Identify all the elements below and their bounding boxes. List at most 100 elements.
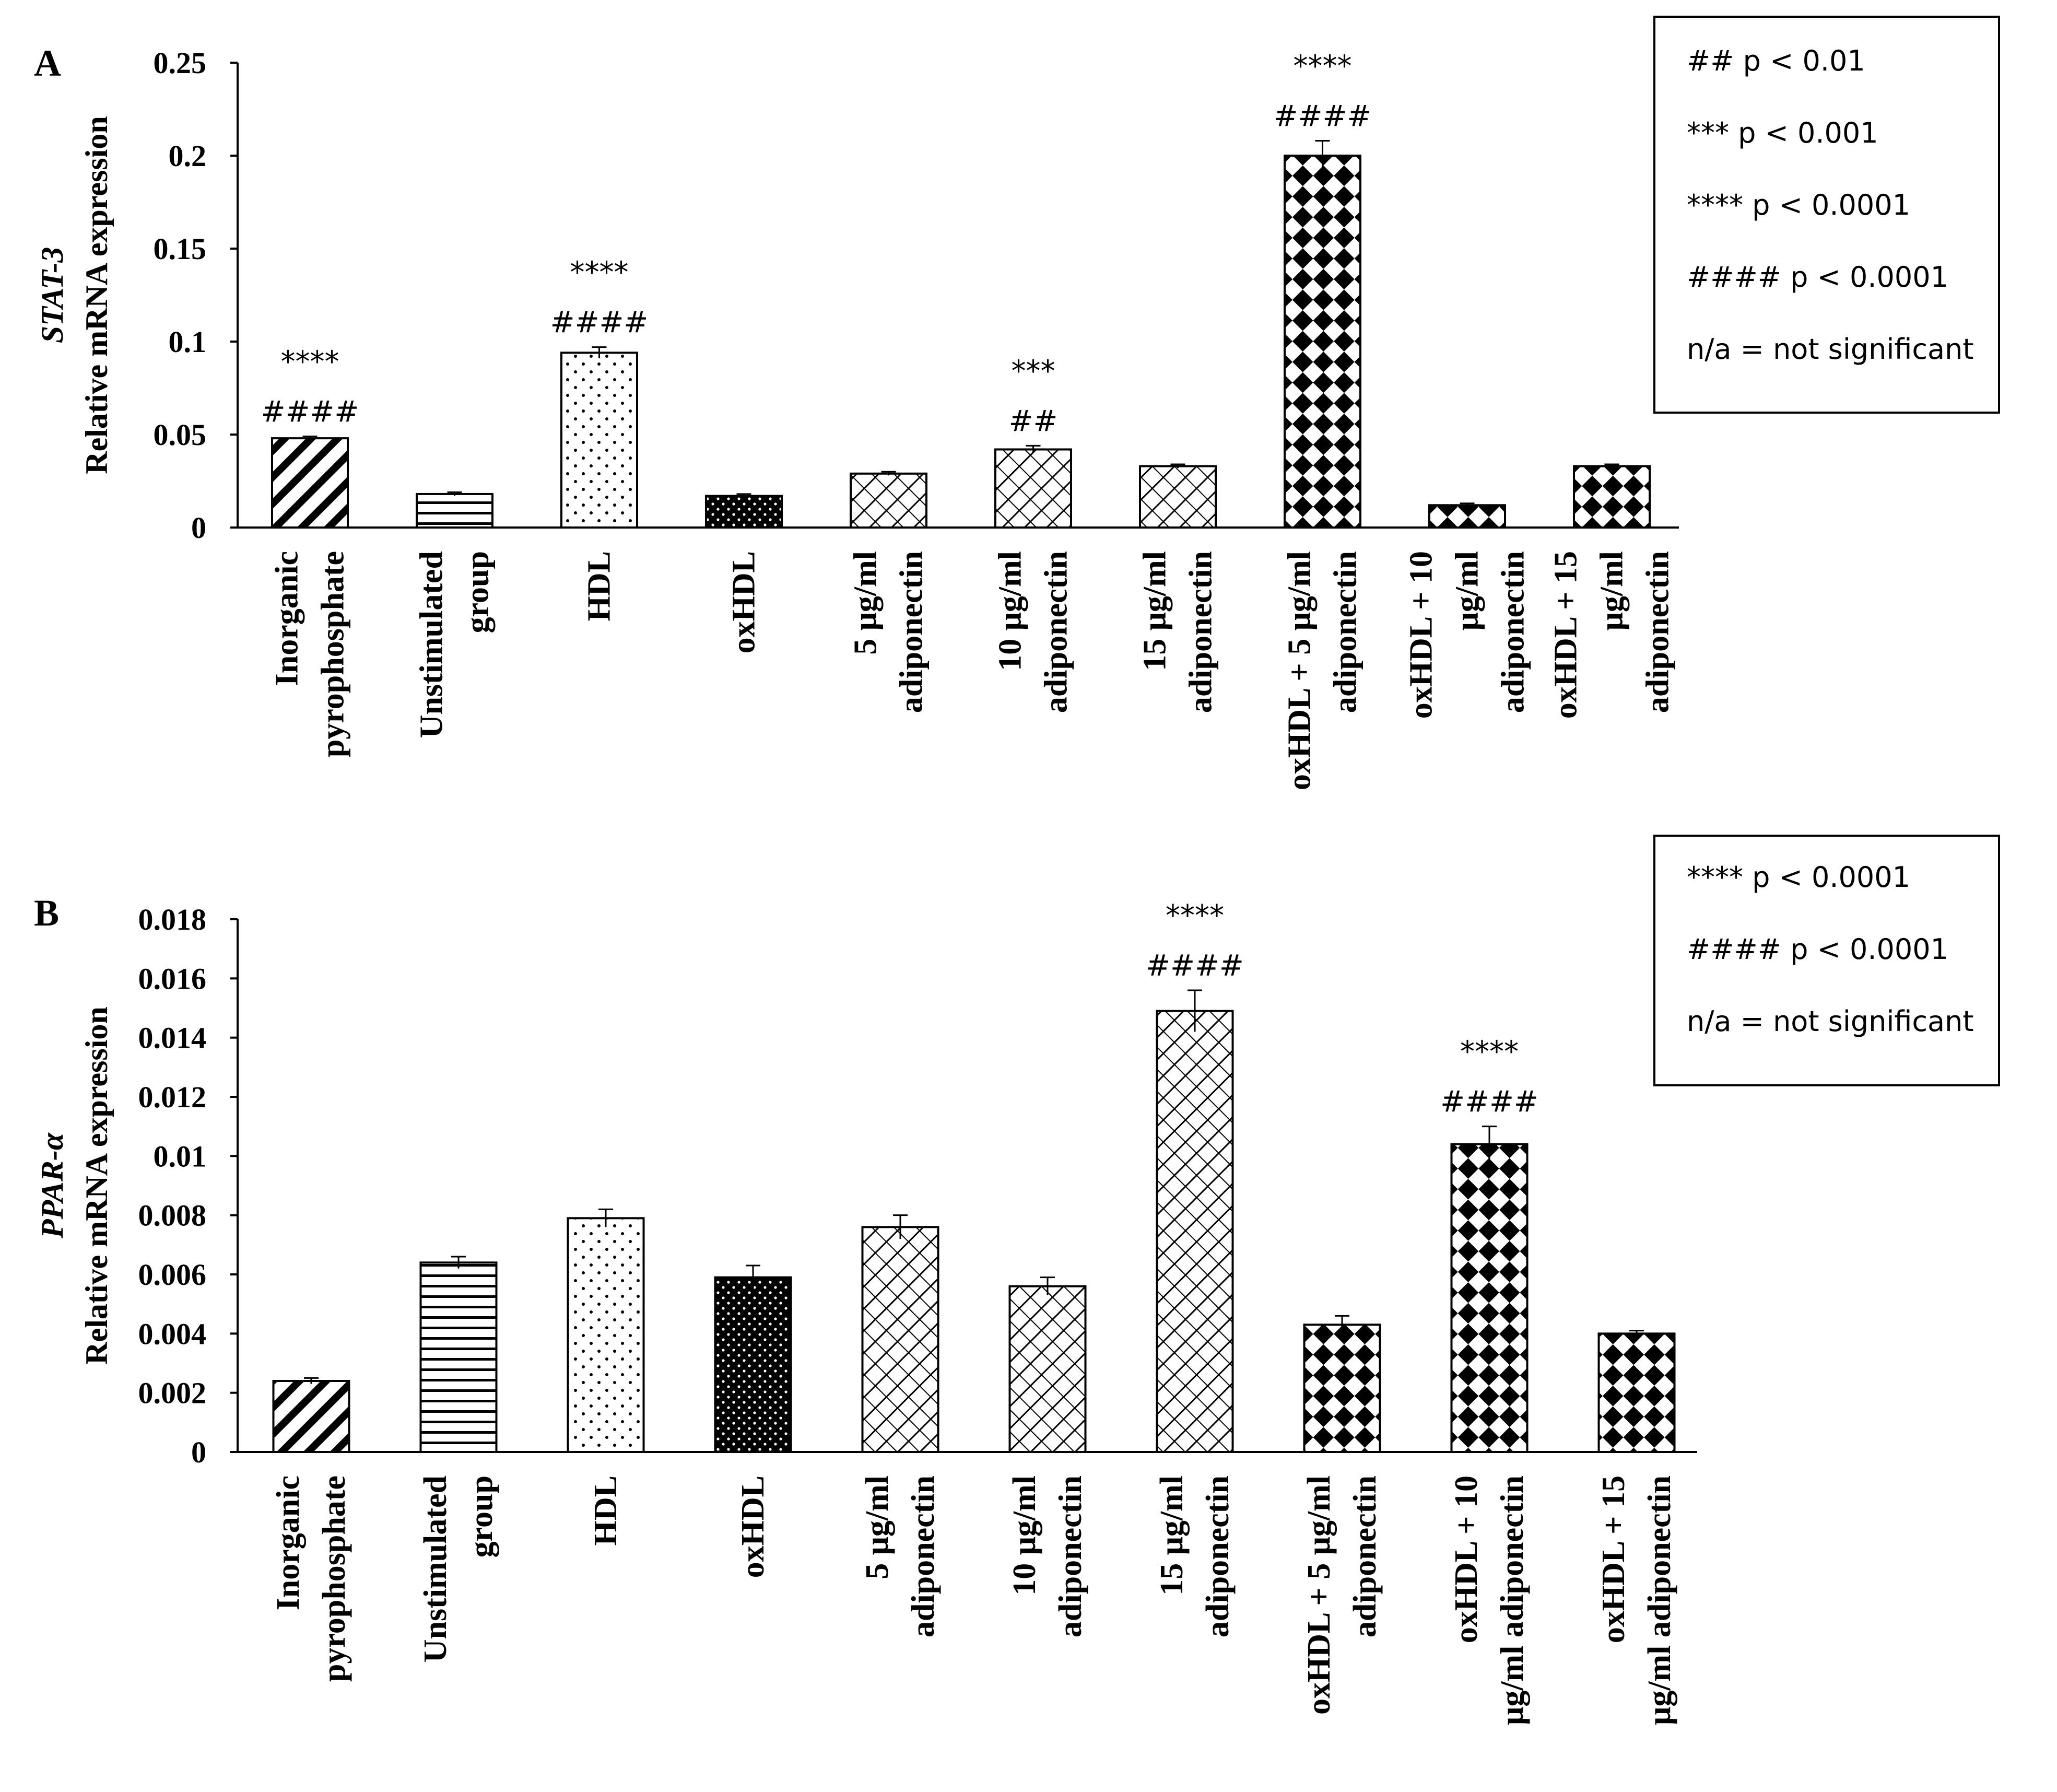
x-tick-label: 15 μg/ml	[1137, 551, 1173, 671]
panel-label: A	[34, 42, 61, 84]
x-tick-label: adiponectin	[1039, 551, 1074, 713]
legend-text: p < 0.001	[1738, 116, 1878, 149]
x-tick-label: HDL	[582, 551, 617, 621]
y-tick-label: 0.006	[138, 1258, 207, 1292]
data-label: ****	[1294, 50, 1352, 84]
data-label: ****	[570, 256, 629, 290]
legend-entry: n/a = not significant	[1687, 333, 1974, 366]
x-tick-label: pyrophosphate	[315, 551, 351, 757]
legend-box	[1653, 16, 2000, 414]
panel-label: B	[34, 892, 59, 934]
x-tick-label: oxHDL	[735, 1475, 771, 1578]
x-tick-label: 10 μg/ml	[993, 551, 1028, 671]
bar	[1428, 504, 1506, 529]
chart-panel-B: B PPAR-α Relative mRNA expression 0 0.002 0.0…	[34, 835, 2000, 1725]
x-tick-label: 10 μg/ml	[1007, 1475, 1042, 1596]
x-tick-label: μg/ml	[1594, 551, 1630, 630]
legend-text: p < 0.0001	[1752, 861, 1910, 894]
bar	[419, 1261, 498, 1453]
legend-entry: #### p < 0.0001	[1687, 933, 1948, 966]
bar	[1450, 1143, 1529, 1454]
x-tick-label: μg/ml adiponectin	[1495, 1475, 1530, 1725]
x-tick-label: 5 μg/ml	[848, 551, 884, 655]
y-tick-label: 0.016	[138, 962, 207, 995]
y-tick-label: 0	[191, 1435, 206, 1469]
bar	[560, 352, 638, 529]
x-tick-label: oxHDL + 10	[1404, 551, 1439, 719]
x-tick-label: μg/ml adiponectin	[1642, 1475, 1677, 1725]
legend-marks: ####	[1687, 933, 1790, 966]
legend-text: n/a = not significant	[1687, 1005, 1974, 1038]
legend-marks: ****	[1687, 861, 1752, 894]
legend-entry: **** p < 0.0001	[1687, 189, 1910, 221]
y-tick-label: 0.002	[138, 1376, 207, 1410]
bar	[416, 493, 493, 529]
bar	[567, 1217, 645, 1453]
bar	[271, 437, 349, 529]
x-tick-label: Inorganic	[271, 1475, 306, 1610]
bar	[705, 495, 783, 529]
legend-entry: **** p < 0.0001	[1687, 861, 1910, 894]
data-label: ****	[1460, 1035, 1519, 1069]
x-tick-label: adiponectin	[1640, 551, 1676, 713]
y-axis-label: Relative mRNA expression	[79, 116, 114, 474]
bar	[714, 1276, 792, 1454]
bar	[994, 448, 1072, 529]
y-tick-label: 0.012	[138, 1080, 207, 1114]
bar	[1156, 1010, 1234, 1453]
x-tick-label: oxHDL + 5 μg/ml	[1301, 1475, 1337, 1715]
data-label: ####	[550, 306, 649, 340]
y-tick-label: 0	[191, 511, 206, 545]
y-tick-label: 0.01	[154, 1139, 207, 1173]
x-tick-label: HDL	[588, 1475, 624, 1545]
y-tick-label: 0.25	[154, 46, 207, 80]
bar	[1284, 155, 1361, 529]
y-axis-gene-label: STAT-3	[35, 247, 69, 344]
bar	[1139, 465, 1217, 529]
bar	[1303, 1323, 1381, 1453]
y-tick-label: 0.004	[138, 1317, 207, 1351]
y-tick-label: 0.018	[138, 903, 207, 936]
bar	[850, 472, 927, 529]
x-tick-label: adiponectin	[1328, 551, 1364, 713]
legend-marks: ****	[1687, 189, 1752, 221]
x-tick-label: adiponectin	[1347, 1475, 1383, 1637]
legend-text: p < 0.01	[1743, 44, 1865, 77]
x-tick-label: 15 μg/ml	[1154, 1475, 1190, 1596]
y-tick-label: 0.05	[154, 418, 207, 452]
x-tick-label: oxHDL + 15	[1548, 551, 1584, 719]
x-tick-label: Unstimulated	[418, 1475, 453, 1662]
y-tick-label: 0.2	[169, 139, 207, 173]
x-tick-label: adiponectin	[894, 551, 930, 713]
legend-text: p < 0.0001	[1790, 933, 1948, 966]
x-tick-label: 5 μg/ml	[860, 1475, 895, 1579]
legend-entry: ## p < 0.01	[1687, 44, 1865, 77]
y-axis-gene-label: PPAR-α	[35, 1132, 69, 1239]
legend-entry: #### p < 0.0001	[1687, 261, 1948, 294]
x-tick-label: pyrophosphate	[316, 1475, 352, 1682]
x-tick-label: adiponectin	[1496, 551, 1531, 713]
data-label: ####	[1274, 100, 1372, 134]
data-label: ***	[1012, 354, 1055, 388]
data-label: ****	[281, 345, 339, 379]
legend-entry: n/a = not significant	[1687, 1005, 1974, 1038]
y-tick-label: 0.008	[138, 1199, 207, 1233]
y-tick-label: 0.1	[169, 325, 207, 359]
x-tick-label: oxHDL + 15	[1596, 1475, 1631, 1643]
x-tick-label: adiponectin	[906, 1475, 941, 1637]
legend-marks: ***	[1687, 116, 1738, 149]
x-tick-label: oxHDL + 10	[1449, 1475, 1484, 1643]
bar	[272, 1380, 350, 1453]
x-tick-label: adiponectin	[1183, 551, 1219, 713]
legend-box	[1653, 835, 2000, 1086]
y-tick-label: 0.15	[154, 232, 207, 266]
x-tick-label: μg/ml	[1450, 551, 1485, 630]
data-label: ****	[1166, 899, 1224, 933]
y-tick-label: 0.014	[138, 1021, 207, 1055]
bar	[861, 1226, 939, 1453]
x-tick-label: oxHDL + 5 μg/ml	[1282, 551, 1318, 790]
bar	[1573, 465, 1651, 529]
legend-text: n/a = not significant	[1687, 333, 1974, 366]
x-tick-label: oxHDL	[726, 551, 762, 653]
